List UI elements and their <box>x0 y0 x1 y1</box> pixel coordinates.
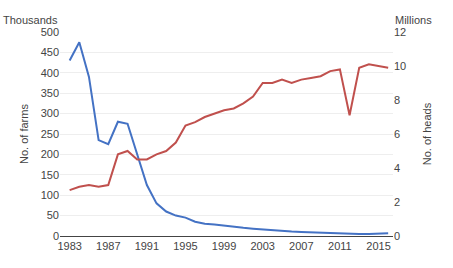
svg-text:1987: 1987 <box>96 240 120 252</box>
svg-text:6: 6 <box>394 128 400 140</box>
svg-text:2007: 2007 <box>289 240 313 252</box>
svg-text:400: 400 <box>41 67 59 79</box>
svg-text:2: 2 <box>394 196 400 208</box>
svg-text:1991: 1991 <box>135 240 159 252</box>
svg-text:150: 150 <box>41 169 59 181</box>
svg-text:200: 200 <box>41 148 59 160</box>
svg-text:4: 4 <box>394 162 400 174</box>
svg-text:250: 250 <box>41 128 59 140</box>
svg-text:50: 50 <box>47 209 59 221</box>
svg-text:Millions: Millions <box>395 14 432 26</box>
svg-text:0: 0 <box>53 230 59 242</box>
svg-text:2011: 2011 <box>328 240 352 252</box>
svg-text:1995: 1995 <box>173 240 197 252</box>
svg-text:No. of farms: No. of farms <box>18 104 30 164</box>
svg-text:100: 100 <box>41 189 59 201</box>
svg-text:12: 12 <box>394 26 406 38</box>
svg-text:2003: 2003 <box>250 240 274 252</box>
svg-text:1983: 1983 <box>57 240 81 252</box>
svg-text:2015: 2015 <box>366 240 390 252</box>
svg-text:300: 300 <box>41 107 59 119</box>
svg-text:500: 500 <box>41 26 59 38</box>
svg-text:350: 350 <box>41 87 59 99</box>
svg-text:No. of heads: No. of heads <box>421 102 433 165</box>
svg-text:8: 8 <box>394 94 400 106</box>
svg-text:1999: 1999 <box>212 240 236 252</box>
svg-text:10: 10 <box>394 60 406 72</box>
svg-text:0: 0 <box>394 230 400 242</box>
svg-text:450: 450 <box>41 46 59 58</box>
svg-text:Thousands: Thousands <box>3 14 58 26</box>
